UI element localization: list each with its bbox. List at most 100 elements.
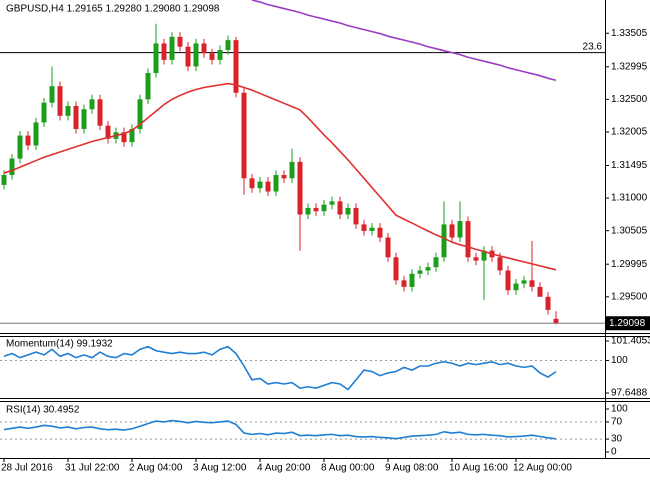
x-tick-label: 8 Aug 00:00 [321,463,375,474]
candle-body [17,135,23,159]
candle-body [273,175,279,192]
x-tick-label: 9 Aug 08:00 [385,463,439,474]
y-tick-label: 1.31000 [611,193,648,204]
candle-body [369,227,375,231]
y-tick-label: 101.4053 [611,336,650,347]
y-tick-label: 1.29500 [611,291,648,302]
candle-body [257,181,263,189]
y-tick-label: 1.33505 [611,28,648,39]
candle-body [201,43,207,54]
rsi-title: RSI(14) 30.4952 [6,405,80,416]
candle-body [441,224,447,258]
candle-body [465,221,471,258]
candle-body [353,207,359,225]
x-tick-label: 12 Aug 00:00 [513,463,572,474]
current-price-box [606,316,650,331]
x-tick-label: 28 Jul 2016 [1,463,53,474]
candle-body [49,86,55,103]
candle-body [33,122,39,146]
candle-body [393,257,399,281]
candle-body [225,40,231,51]
candle-body [65,105,71,116]
candle-body [25,135,31,146]
candle-body [305,207,311,215]
candle-body [553,318,559,324]
candle-body [41,102,47,123]
candle-body [241,92,247,179]
candle-body [129,128,135,143]
y-tick-label: 1.32995 [611,61,648,72]
candle-body [345,207,351,215]
fibonacci-label: 23.6 [583,41,603,52]
candle-body [537,286,543,297]
x-tick-label: 3 Aug 12:00 [193,463,247,474]
candle-body [97,99,103,126]
candle-body [417,270,423,274]
y-tick-label: 1.32005 [611,127,648,138]
candle-body [297,161,303,215]
candle-body [281,175,287,179]
candle-body [409,273,415,287]
candle-body [529,280,535,287]
candle-body [289,161,295,179]
x-tick-label: 2 Aug 04:00 [129,463,183,474]
candle-body [73,105,79,129]
line-series [3,82,557,271]
x-tick-label: 4 Aug 20:00 [257,463,311,474]
y-tick-label: 1.30505 [611,225,648,236]
y-tick-label: 30 [611,434,623,445]
x-tick-label: 31 Jul 22:00 [65,463,120,474]
candle-body [81,109,87,129]
candle-body [513,283,519,291]
candle-body [9,158,15,176]
candle-body [249,178,255,189]
candle-body [137,99,143,129]
candle-body [401,280,407,287]
candle-body [217,50,223,60]
y-tick-label: 100 [611,404,628,415]
y-tick-label: 0 [611,447,617,458]
candle-body [57,86,63,116]
candle-body [505,270,511,291]
y-tick-label: 100 [611,355,628,366]
candle-body [377,227,383,238]
y-tick-label: 70 [611,417,623,428]
momentum-title: Momentum(14) 99.1932 [6,339,113,350]
line-series [3,345,557,391]
candle-body [105,125,111,139]
candle-body [433,257,439,268]
candle-body [545,296,551,310]
candle-body [121,132,127,143]
candle-body [425,267,431,271]
candle-body [385,237,391,258]
y-tick-label: 1.31495 [611,160,648,171]
candle-body [457,221,463,238]
candle-body [449,224,455,238]
line-series [251,0,557,82]
candle-body [265,181,271,192]
candle-body [473,257,479,261]
y-tick-label: 1.29995 [611,259,648,270]
candle-body [89,99,95,110]
candle-body [481,250,487,261]
candle-body [185,46,191,67]
candle-body [321,204,327,212]
candle-body [329,201,335,205]
x-tick-label: 10 Aug 16:00 [449,463,508,474]
line-series [3,419,557,440]
candle-body [145,73,151,100]
candle-body [161,43,167,60]
chart-title: GBPUSD,H4 1.29165 1.29280 1.29080 1.2909… [6,4,220,15]
candle-body [1,175,7,185]
candle-body [233,40,239,93]
candle-body [153,43,159,74]
candle-body [209,53,215,60]
candle-body [169,36,175,60]
candle-body [521,280,527,284]
candle-body [337,201,343,215]
candle-body [361,224,367,231]
current-price-label: 1.29098 [609,318,646,329]
y-tick-label: 1.32500 [611,94,648,105]
candle-body [313,207,319,212]
